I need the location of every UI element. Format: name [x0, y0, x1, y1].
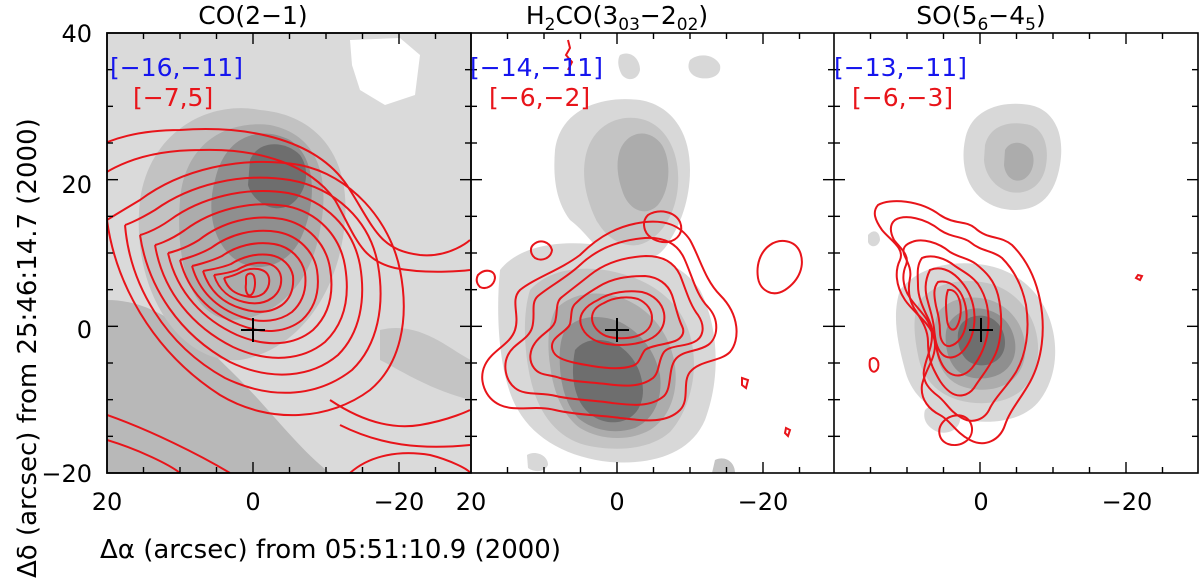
- x-tick-label: 0: [973, 488, 988, 516]
- red-range-co: [−7,5]: [133, 83, 213, 112]
- contours-co: [107, 128, 471, 473]
- red-range-h2co: [−6,−2]: [489, 83, 590, 112]
- source-cross-h2co: [605, 318, 629, 342]
- contours-h2co: [475, 39, 803, 438]
- panel-title-h2co: H2CO(303−202): [526, 1, 708, 35]
- blue-range-so: [−13,−11]: [834, 53, 967, 82]
- velocity-ranges: [−16,−11] [−7,5] [−14,−11] [−6,−2] [−13,…: [110, 53, 967, 112]
- blue-range-h2co: [−14,−11]: [470, 53, 603, 82]
- source-position-markers: [241, 318, 993, 342]
- y-tick-label: 40: [61, 20, 92, 48]
- x-tick-labels: 20 0 −20 20 0 −20 0 −20: [92, 488, 1153, 516]
- source-cross-co: [241, 318, 265, 342]
- x-tick-label: 20: [92, 488, 123, 516]
- y-tick-label: 0: [77, 316, 92, 344]
- panel-title-co: CO(2−1): [198, 1, 307, 30]
- x-tick-label: 20: [456, 488, 487, 516]
- x-tick-label: 0: [609, 488, 624, 516]
- contours-so: [868, 200, 1144, 446]
- panel-co: [107, 33, 471, 473]
- x-tick-label: 0: [245, 488, 260, 516]
- blue-range-co: [−16,−11]: [110, 53, 243, 82]
- y-tick-label: −20: [41, 460, 92, 488]
- y-tick-labels: 40 20 0 −20: [41, 20, 92, 488]
- y-tick-label: 20: [61, 171, 92, 199]
- red-range-so: [−6,−3]: [852, 83, 953, 112]
- x-axis-label: Δα (arcsec) from 05:51:10.9 (2000): [100, 535, 561, 565]
- panel-title-so: SO(56−45): [916, 1, 1046, 35]
- source-cross-so: [969, 318, 993, 342]
- panel-h2co: [475, 39, 803, 473]
- y-axis-label: Δδ (arcsec) from 25:46:14.7 (2000): [13, 118, 43, 578]
- x-tick-label: −20: [374, 488, 425, 516]
- x-tick-label: −20: [738, 488, 789, 516]
- axis-ticks: [107, 33, 1198, 473]
- panel-so: [868, 103, 1144, 446]
- grayscale-emission-h2co: [498, 53, 735, 473]
- x-tick-label: −20: [1102, 488, 1153, 516]
